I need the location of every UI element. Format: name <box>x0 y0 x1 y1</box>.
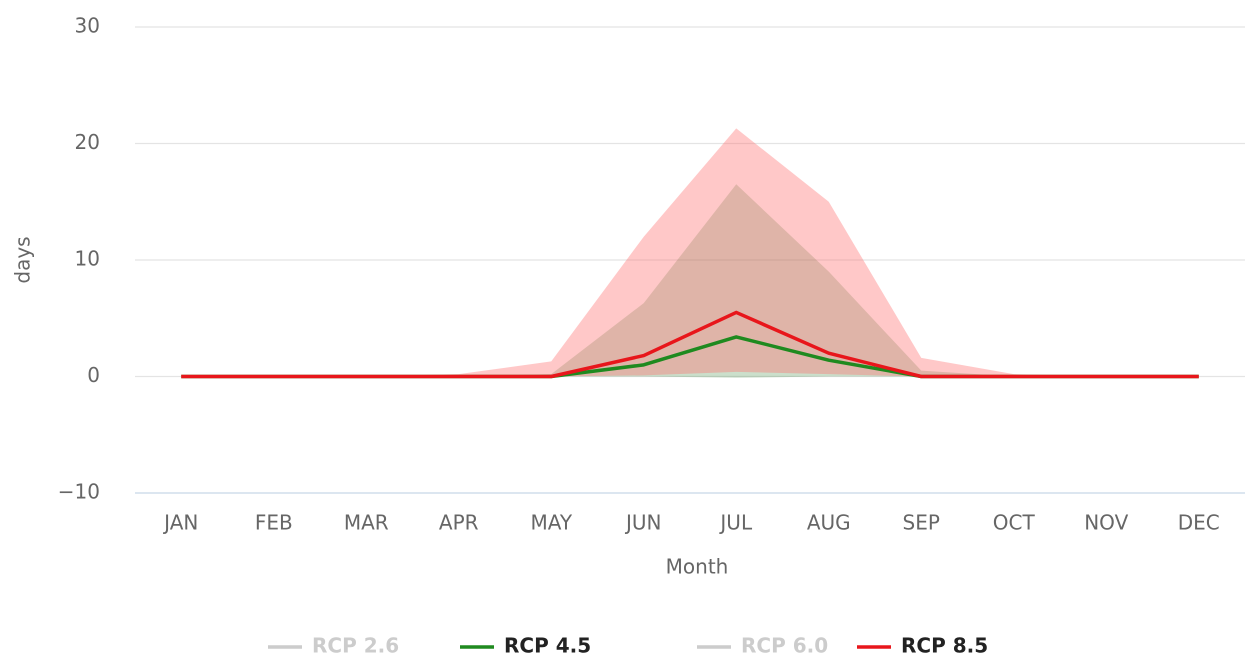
legend-label[interactable]: RCP 6.0 <box>741 634 828 658</box>
x-axis-title: Month <box>666 555 729 579</box>
x-tick-label: OCT <box>993 511 1036 535</box>
x-tick-label: FEB <box>255 511 293 535</box>
x-tick-label: AUG <box>807 511 851 535</box>
x-tick-label: MAR <box>344 511 389 535</box>
legend-label[interactable]: RCP 4.5 <box>504 634 591 658</box>
y-tick-label: −10 <box>58 480 100 504</box>
x-tick-label: SEP <box>903 511 940 535</box>
x-tick-label: NOV <box>1084 511 1128 535</box>
y-tick-label: 10 <box>75 247 100 271</box>
x-tick-label: JAN <box>162 511 198 535</box>
x-tick-label: MAY <box>530 511 572 535</box>
y-axis-title: days <box>11 236 35 283</box>
series-line <box>181 310 1199 379</box>
range-area <box>181 184 1199 378</box>
legend-label[interactable]: RCP 2.6 <box>312 634 399 658</box>
y-tick-label: 0 <box>87 363 100 387</box>
x-tick-label: APR <box>439 511 479 535</box>
x-tick-label: DEC <box>1178 511 1220 535</box>
legend-label[interactable]: RCP 8.5 <box>901 634 988 658</box>
range-area <box>181 128 1199 377</box>
y-tick-label: 30 <box>75 14 100 38</box>
x-tick-label: JUN <box>624 511 662 535</box>
x-tick-label: JUL <box>718 511 753 535</box>
y-tick-label: 20 <box>75 130 100 154</box>
